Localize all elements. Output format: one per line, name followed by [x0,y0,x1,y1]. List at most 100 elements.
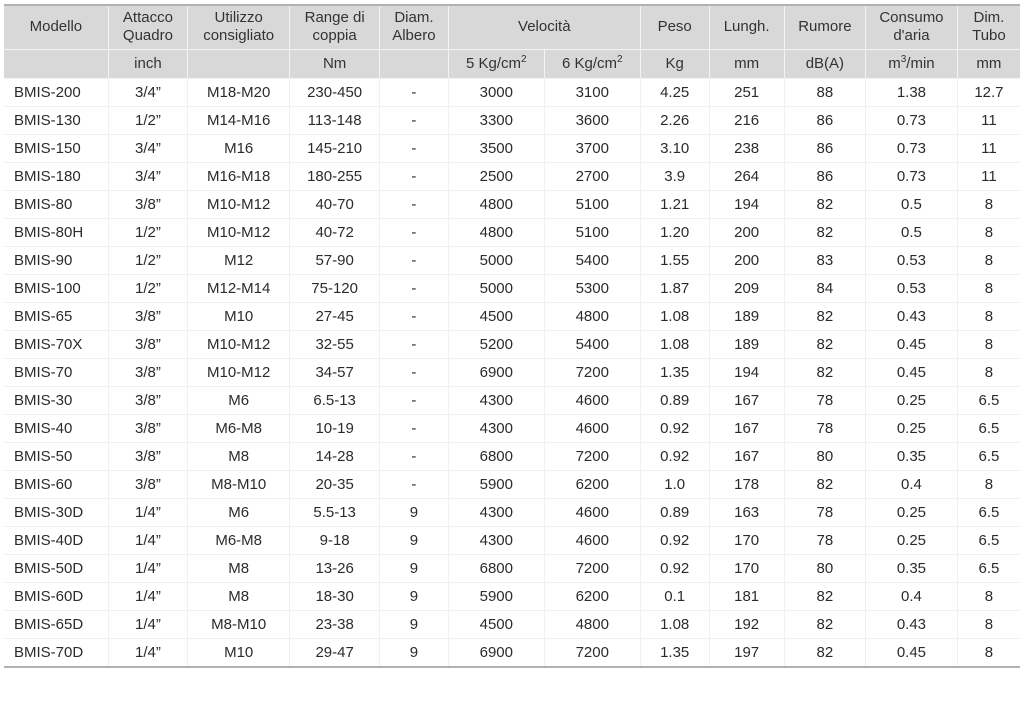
data-cell: 3700 [544,134,640,162]
data-cell: 3000 [448,78,544,106]
data-cell: 0.43 [866,302,958,330]
data-cell: 178 [709,470,784,498]
model-cell: BMIS-65D [4,610,108,638]
data-cell: 6900 [448,358,544,386]
data-cell: 5000 [448,274,544,302]
data-cell: 82 [784,330,865,358]
data-cell: 0.5 [866,190,958,218]
data-cell: 86 [784,106,865,134]
data-cell: M10 [188,302,290,330]
data-cell: 88 [784,78,865,106]
data-cell: 113-148 [290,106,380,134]
data-cell: M16 [188,134,290,162]
data-cell: 57-90 [290,246,380,274]
model-cell: BMIS-65 [4,302,108,330]
data-cell: 170 [709,554,784,582]
table-row: BMIS-1503/4”M16145-210-350037003.1023886… [4,134,1020,162]
col-subheader: mm [709,49,784,78]
data-cell: 3.9 [640,162,709,190]
data-cell: 1.0 [640,470,709,498]
data-cell: M8 [188,582,290,610]
data-cell: 32-55 [290,330,380,358]
data-cell: M18-M20 [188,78,290,106]
data-cell: 0.25 [866,386,958,414]
data-cell: 6200 [544,582,640,610]
data-cell: 0.89 [640,386,709,414]
data-cell: 3/8” [108,414,187,442]
data-cell: 8 [957,358,1020,386]
col-subheader: Kg [640,49,709,78]
data-cell: 4600 [544,526,640,554]
data-cell: 0.92 [640,554,709,582]
col-subheader [188,49,290,78]
data-cell: 9-18 [290,526,380,554]
data-cell: 4600 [544,386,640,414]
table-row: BMIS-703/8”M10-M1234-57-690072001.351948… [4,358,1020,386]
data-cell: 0.4 [866,470,958,498]
table-row: BMIS-1803/4”M16-M18180-255-250027003.926… [4,162,1020,190]
data-cell: - [379,246,448,274]
table-row: BMIS-603/8”M8-M1020-35-590062001.0178820… [4,470,1020,498]
table-header: ModelloAttaccoQuadroUtilizzoconsigliatoR… [4,5,1020,78]
data-cell: 8 [957,274,1020,302]
data-cell: 5200 [448,330,544,358]
data-cell: 8 [957,610,1020,638]
data-cell: 8 [957,190,1020,218]
data-cell: M16-M18 [188,162,290,190]
data-cell: 8 [957,246,1020,274]
data-cell: 9 [379,498,448,526]
data-cell: - [379,190,448,218]
data-cell: M10-M12 [188,190,290,218]
data-cell: - [379,218,448,246]
data-cell: 9 [379,638,448,667]
data-cell: M8-M10 [188,470,290,498]
data-cell: 189 [709,330,784,358]
data-cell: 2500 [448,162,544,190]
data-cell: M10 [188,638,290,667]
data-cell: 78 [784,526,865,554]
data-cell: 7200 [544,554,640,582]
col-header: Consumod'aria [866,5,958,49]
data-cell: 6.5 [957,414,1020,442]
data-cell: 145-210 [290,134,380,162]
col-subheader: dB(A) [784,49,865,78]
data-cell: 3/8” [108,358,187,386]
data-cell: M8 [188,442,290,470]
data-cell: 82 [784,470,865,498]
data-cell: 5100 [544,190,640,218]
data-cell: 1/2” [108,218,187,246]
data-cell: - [379,162,448,190]
data-cell: 2.26 [640,106,709,134]
table-row: BMIS-70X3/8”M10-M1232-55-520054001.08189… [4,330,1020,358]
table-row: BMIS-1001/2”M12-M1475-120-500053001.8720… [4,274,1020,302]
data-cell: 4300 [448,498,544,526]
data-cell: 78 [784,414,865,442]
data-cell: 0.89 [640,498,709,526]
data-cell: - [379,302,448,330]
data-cell: 5900 [448,470,544,498]
data-cell: - [379,330,448,358]
data-cell: - [379,134,448,162]
table-row: BMIS-653/8”M1027-45-450048001.08189820.4… [4,302,1020,330]
data-cell: 230-450 [290,78,380,106]
data-cell: 8 [957,218,1020,246]
data-cell: M10-M12 [188,218,290,246]
data-cell: 0.92 [640,414,709,442]
col-header: AttaccoQuadro [108,5,187,49]
data-cell: 40-70 [290,190,380,218]
data-cell: 1.08 [640,330,709,358]
data-cell: 4500 [448,610,544,638]
model-cell: BMIS-40D [4,526,108,554]
data-cell: 3/8” [108,302,187,330]
data-cell: 84 [784,274,865,302]
data-cell: 14-28 [290,442,380,470]
data-cell: 1.55 [640,246,709,274]
data-cell: 0.43 [866,610,958,638]
data-cell: M6 [188,386,290,414]
data-cell: 0.73 [866,162,958,190]
data-cell: 8 [957,330,1020,358]
data-cell: 163 [709,498,784,526]
model-cell: BMIS-40 [4,414,108,442]
data-cell: 0.45 [866,330,958,358]
data-cell: M10-M12 [188,330,290,358]
